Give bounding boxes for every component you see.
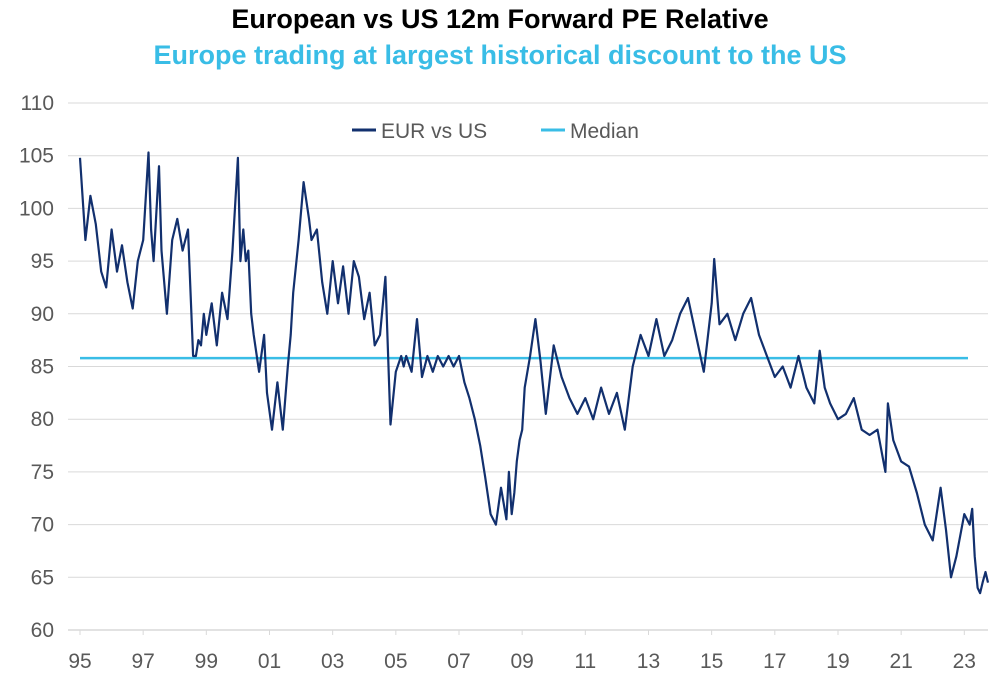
x-tick-label: 23 [953,650,976,673]
y-tick-label: 95 [31,250,54,273]
y-tick-label: 80 [31,408,54,431]
x-tick-label: 01 [258,650,281,673]
y-tick-label: 70 [31,514,54,537]
series-line-eur-vs-us [78,151,990,595]
y-tick-label: 60 [31,619,54,642]
x-tick-label: 07 [447,650,470,673]
chart-subtitle: Europe trading at largest historical dis… [153,40,847,70]
y-tick-label: 105 [19,145,54,168]
x-tick-label: 09 [510,650,533,673]
chart-title: European vs US 12m Forward PE Relative [231,4,769,34]
x-tick-label: 11 [574,650,596,673]
x-tick-label: 05 [384,650,407,673]
x-tick-label: 19 [826,650,849,673]
gridlines [68,102,988,631]
y-axis-ticks: 60 65 70 75 80 85 90 95 100 105 110 [19,92,54,642]
y-tick-label: 110 [21,92,54,115]
y-tick-label: 90 [31,303,54,326]
y-tick-label: 100 [19,197,54,220]
y-tick-label: 85 [31,356,54,379]
y-tick-label: 75 [31,461,54,484]
x-tick-label: 95 [68,650,91,673]
x-tick-label: 97 [131,650,154,673]
legend-label-eur-vs-us: EUR vs US [381,120,487,143]
legend-label-median: Median [570,120,639,143]
x-axis-ticks: 95 97 99 01 03 05 07 09 11 13 15 17 19 21 23 [68,630,976,673]
x-tick-label: 99 [195,650,218,673]
x-tick-label: 13 [637,650,660,673]
x-tick-label: 15 [700,650,723,673]
legend: EUR vs US Median [352,120,639,143]
y-tick-label: 65 [31,566,54,589]
x-tick-label: 17 [763,650,786,673]
x-tick-label: 21 [889,650,912,673]
x-tick-label: 03 [321,650,344,673]
